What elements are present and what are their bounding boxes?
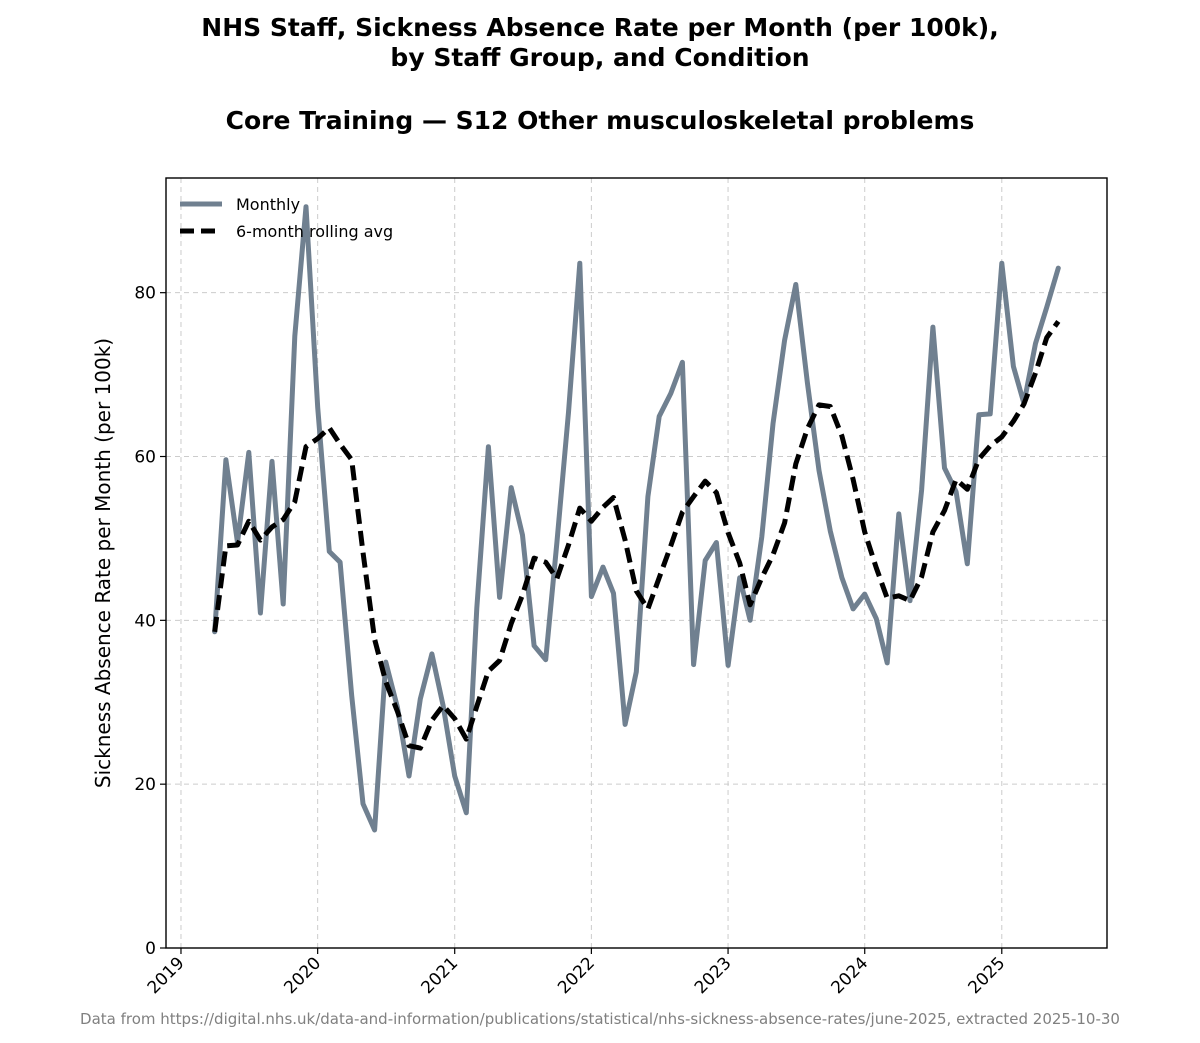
y-tick-label: 20 [134,775,156,795]
x-tick-label: 2023 [691,953,736,998]
y-tick-label: 80 [134,284,156,304]
x-tick-label: 2021 [418,953,463,998]
x-tick-label: 2025 [965,953,1010,998]
legend: Monthly 6-month rolling avg [180,195,393,241]
data-source-footer: Data from https://digital.nhs.uk/data-an… [80,1010,1120,1028]
x-tick-label: 2022 [554,953,599,998]
series-monthly-line [212,204,1061,833]
series-rolling-avg-line [212,319,1061,751]
chart-subtitle: Core Training — S12 Other musculoskeleta… [225,106,975,135]
y-tick-label: 40 [134,611,156,631]
plot-area-frame [165,177,1108,949]
chart-title-line-2: by Staff Group, and Condition [390,43,810,72]
series-lines [212,204,1061,833]
gridlines [166,178,1107,949]
legend-monthly-label: Monthly [236,195,300,214]
chart-title-line-1: NHS Staff, Sickness Absence Rate per Mon… [201,13,999,42]
y-axis-label: Sickness Absence Rate per Month (per 100… [91,338,115,788]
y-tick-label: 60 [134,448,156,468]
y-tick-label: 0 [145,939,156,959]
x-tick-label: 2024 [828,953,873,998]
x-tick-label: 2020 [280,953,325,998]
legend-rolling-avg-label: 6-month rolling avg [236,222,393,241]
x-tick-label: 2019 [144,953,189,998]
